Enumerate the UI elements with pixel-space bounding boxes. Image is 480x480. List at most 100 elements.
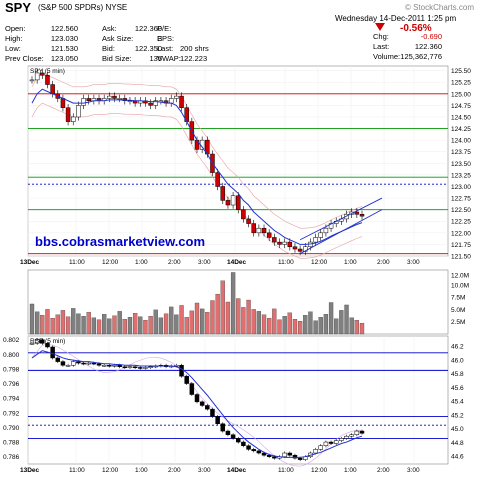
volume-bar [127, 317, 133, 335]
volume-bar [138, 316, 143, 335]
volume-bar [297, 321, 303, 335]
x-tick-label: 3:00 [407, 467, 420, 474]
candle [189, 383, 195, 395]
volume-tick-label: 10.0M [451, 282, 469, 289]
quote-label: Bid: [102, 44, 115, 53]
x-tick-label: 11:00 [278, 467, 294, 474]
volume-bar [117, 311, 122, 335]
candle [179, 95, 184, 108]
quote-label: Bid Size: [102, 54, 132, 63]
candle [251, 223, 256, 234]
candle [153, 100, 158, 106]
down-triangle-icon [375, 23, 385, 31]
candle [199, 401, 205, 406]
candle [117, 365, 122, 367]
candle [101, 365, 107, 367]
x-tick-label: 12:00 [102, 259, 119, 266]
candle [55, 357, 61, 362]
candle [194, 394, 200, 403]
volume-bar [323, 314, 329, 335]
volume-tick-label: 12.0M [451, 272, 469, 279]
quote-value: 122.223 [180, 54, 208, 63]
candle [230, 434, 236, 439]
x-tick-label: 14Dec [227, 259, 247, 266]
ticker-symbol: SPY [5, 0, 32, 15]
volume-bar [169, 306, 174, 335]
volume-bar [230, 272, 236, 335]
candle [112, 95, 117, 99]
ticker-description: (S&P 500 SPDRs) NYSE [38, 3, 127, 12]
x-tick-label: 2:00 [377, 467, 390, 474]
candle [117, 98, 122, 100]
quote-label: Volume: [373, 52, 401, 61]
volume-bar [163, 313, 169, 335]
x-tick-label: 13Dec [20, 259, 40, 266]
quote-label: P/E: [157, 24, 172, 33]
volume-bar [334, 318, 339, 335]
volume-bar [153, 309, 158, 335]
candle [205, 405, 210, 410]
stockcharts-logo[interactable]: © StockCharts.com [404, 3, 474, 12]
panel-label: SPY (5 min) [30, 68, 65, 75]
volume-bar [328, 302, 334, 335]
rsp-left-tick-label: 0.786 [3, 454, 20, 461]
candle [148, 102, 153, 106]
candle [60, 98, 66, 108]
candle [313, 237, 318, 243]
volume-bar [107, 318, 112, 335]
candle [76, 361, 81, 364]
candle [359, 214, 365, 217]
candle [277, 241, 282, 245]
candle [333, 440, 339, 444]
quote-header: SPY (S&P 500 SPDRs) NYSE © StockCharts.c… [0, 0, 480, 66]
rsp-right-tick-label: 44.6 [451, 454, 464, 461]
volume-bar [205, 312, 210, 335]
rsp-right-tick-label: 45.2 [451, 412, 464, 419]
candle [323, 227, 329, 234]
volume-bar [81, 316, 86, 335]
candle [50, 84, 55, 95]
x-tick-label: 11:00 [278, 259, 294, 266]
envelope-upper-line [31, 72, 363, 229]
candle [282, 241, 287, 245]
y-tick-label: 121.75 [451, 242, 471, 249]
x-tick-label: 3:00 [198, 259, 211, 266]
candle [50, 346, 55, 359]
volume-tick-label: 5.0M [451, 307, 465, 314]
y-tick-label: 122.75 [451, 196, 471, 203]
candle [287, 241, 293, 247]
volume-bar [277, 319, 282, 335]
candle [220, 186, 226, 201]
volume-bar [55, 314, 60, 335]
y-tick-label: 124.50 [451, 114, 471, 121]
ticker-exchange: NYSE [105, 3, 128, 12]
candle [215, 172, 220, 187]
volume-bar [35, 311, 40, 335]
candle [246, 218, 251, 224]
watermark-text: bbs.cobrasmarketview.com [35, 234, 205, 249]
volume-bar [313, 320, 318, 335]
rsp-left-tick-label: 0.790 [3, 425, 20, 432]
quote-value: 122.350 [134, 44, 162, 53]
x-tick-label: 3:00 [198, 467, 211, 474]
x-tick-label: 11:00 [69, 259, 85, 266]
candle [241, 441, 246, 446]
y-tick-label: 121.50 [451, 254, 471, 261]
volume-bar [236, 298, 241, 335]
quote-label: Open: [5, 24, 26, 33]
volume-bar [158, 317, 164, 335]
quote-label: High: [5, 34, 23, 43]
candle [29, 343, 35, 345]
candle [168, 98, 174, 104]
quote-label: Prev Close: [5, 54, 44, 63]
volume-bar [318, 317, 323, 335]
x-tick-label: 1:00 [344, 467, 357, 474]
moving-average-line [31, 350, 363, 458]
candle [349, 434, 354, 437]
volume-bar [96, 319, 102, 335]
volume-bar [225, 301, 231, 335]
volume-bar [308, 311, 313, 335]
candle [96, 363, 102, 366]
candle [246, 445, 251, 450]
